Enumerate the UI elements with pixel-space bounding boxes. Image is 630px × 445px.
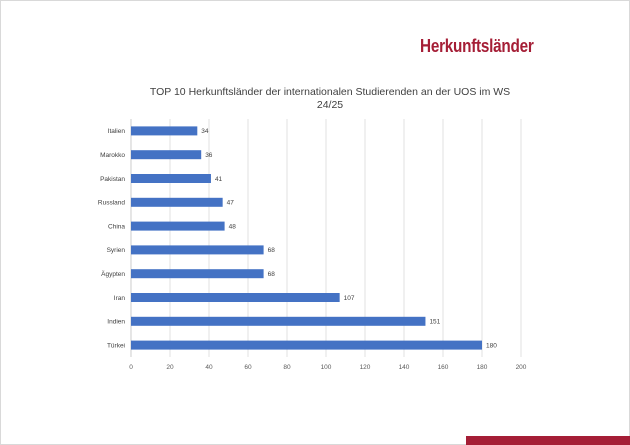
x-tick-label: 120 xyxy=(360,364,371,371)
category-label: Pakistan xyxy=(100,176,125,183)
footer-accent-bar xyxy=(466,436,630,445)
x-tick-label: 180 xyxy=(477,364,488,371)
bar xyxy=(131,197,223,207)
chart-title-line-1: TOP 10 Herkunftsländer der international… xyxy=(149,86,511,98)
category-label: Syrien xyxy=(107,247,126,254)
chart-data-labels: 34 36 41 47 48 68 68 107 151 180 xyxy=(201,128,497,349)
x-tick-label: 80 xyxy=(283,364,291,371)
category-label: Türkei xyxy=(107,342,125,349)
x-tick-label: 20 xyxy=(166,364,174,371)
x-tick-label: 160 xyxy=(438,364,449,371)
data-label: 48 xyxy=(229,223,237,230)
chart-bars xyxy=(131,126,482,350)
bar xyxy=(131,340,482,350)
category-label: Ägypten xyxy=(101,270,125,278)
data-label: 41 xyxy=(215,176,223,183)
bar xyxy=(131,245,264,255)
data-label: 68 xyxy=(268,271,276,278)
data-label: 36 xyxy=(205,152,213,159)
bar xyxy=(131,221,225,231)
brand-title: Herkunftsländer xyxy=(420,36,534,56)
x-tick-label: 60 xyxy=(244,364,252,371)
bar xyxy=(131,174,211,183)
category-label: Russland xyxy=(98,200,125,207)
chart-x-tick-labels: 0 20 40 60 80 100 120 140 160 180 200 xyxy=(129,364,527,371)
x-tick-label: 200 xyxy=(516,364,527,371)
bar xyxy=(131,293,340,302)
data-label: 107 xyxy=(344,295,355,302)
category-label: Marokko xyxy=(100,152,125,159)
x-tick-label: 100 xyxy=(321,364,332,371)
chart-title-line-2: 24/25 xyxy=(316,99,344,111)
data-label: 34 xyxy=(201,128,209,135)
category-label: Indien xyxy=(107,319,125,326)
data-label: 151 xyxy=(429,319,440,326)
bar xyxy=(131,269,264,279)
x-tick-label: 40 xyxy=(205,364,213,371)
x-tick-label: 140 xyxy=(399,364,410,371)
x-tick-label: 0 xyxy=(129,364,133,371)
data-label: 180 xyxy=(486,342,497,349)
chart-category-labels: Italien Marokko Pakistan Russland China Syrie… xyxy=(98,128,125,349)
bar xyxy=(131,126,198,136)
data-label: 47 xyxy=(227,200,235,207)
bar xyxy=(131,150,202,160)
bar xyxy=(131,316,426,326)
category-label: China xyxy=(108,223,125,230)
category-label: Iran xyxy=(114,295,126,302)
category-label: Italien xyxy=(108,128,126,135)
data-label: 68 xyxy=(268,247,276,254)
chart-title: TOP 10 Herkunftsländer der international… xyxy=(120,86,540,112)
